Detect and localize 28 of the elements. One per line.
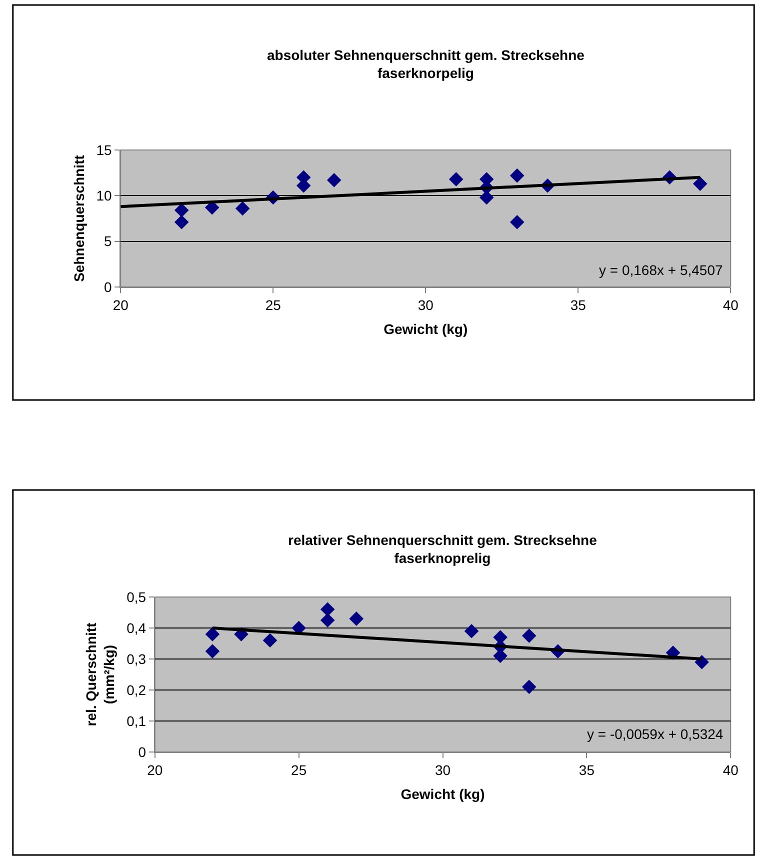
- x-tick-label: 35: [570, 296, 586, 313]
- y-tick-label: 15: [96, 142, 112, 158]
- x-tick-label: 20: [112, 296, 129, 313]
- y-tick-label: 0: [138, 744, 146, 760]
- y-tick-label: 0,4: [126, 620, 146, 636]
- x-tick-label: 30: [434, 762, 451, 778]
- y-tick-label: 0,2: [126, 682, 146, 698]
- x-tick-label: 40: [722, 762, 739, 778]
- x-tick-label: 30: [418, 296, 434, 313]
- x-axis-title: Gewicht (kg): [384, 321, 468, 338]
- chart-title: absoluter Sehnenquerschnitt gem. Strecksehne faserknorpelig: [267, 47, 585, 82]
- x-tick-label: 25: [291, 762, 307, 778]
- y-tick-label: 0,5: [126, 588, 146, 605]
- x-axis-title: Gewicht (kg): [400, 786, 485, 802]
- annotation: y = 0,168x + 5,4507: [599, 262, 723, 278]
- y-tick-label: 10: [96, 188, 112, 204]
- y-tick-label: 5: [104, 233, 112, 250]
- x-tick-label: 25: [265, 296, 282, 313]
- x-tick-label: 20: [147, 762, 163, 778]
- y-axis-title: rel. Querschnitt (mm²/kg): [83, 622, 118, 726]
- chart-title: relativer Sehnenquerschnitt gem. Strecksehne faserknoprelig: [288, 532, 598, 566]
- annotation: y = -0,0059x + 0,5324: [587, 726, 724, 742]
- y-tick-label: 0: [104, 278, 112, 295]
- x-tick-label: 35: [578, 762, 595, 778]
- y-axis-title: Sehnenquerschnitt: [70, 154, 87, 282]
- y-tick-label: 0,3: [126, 650, 146, 667]
- x-tick-label: 40: [722, 296, 739, 313]
- y-tick-label: 0,1: [126, 712, 146, 729]
